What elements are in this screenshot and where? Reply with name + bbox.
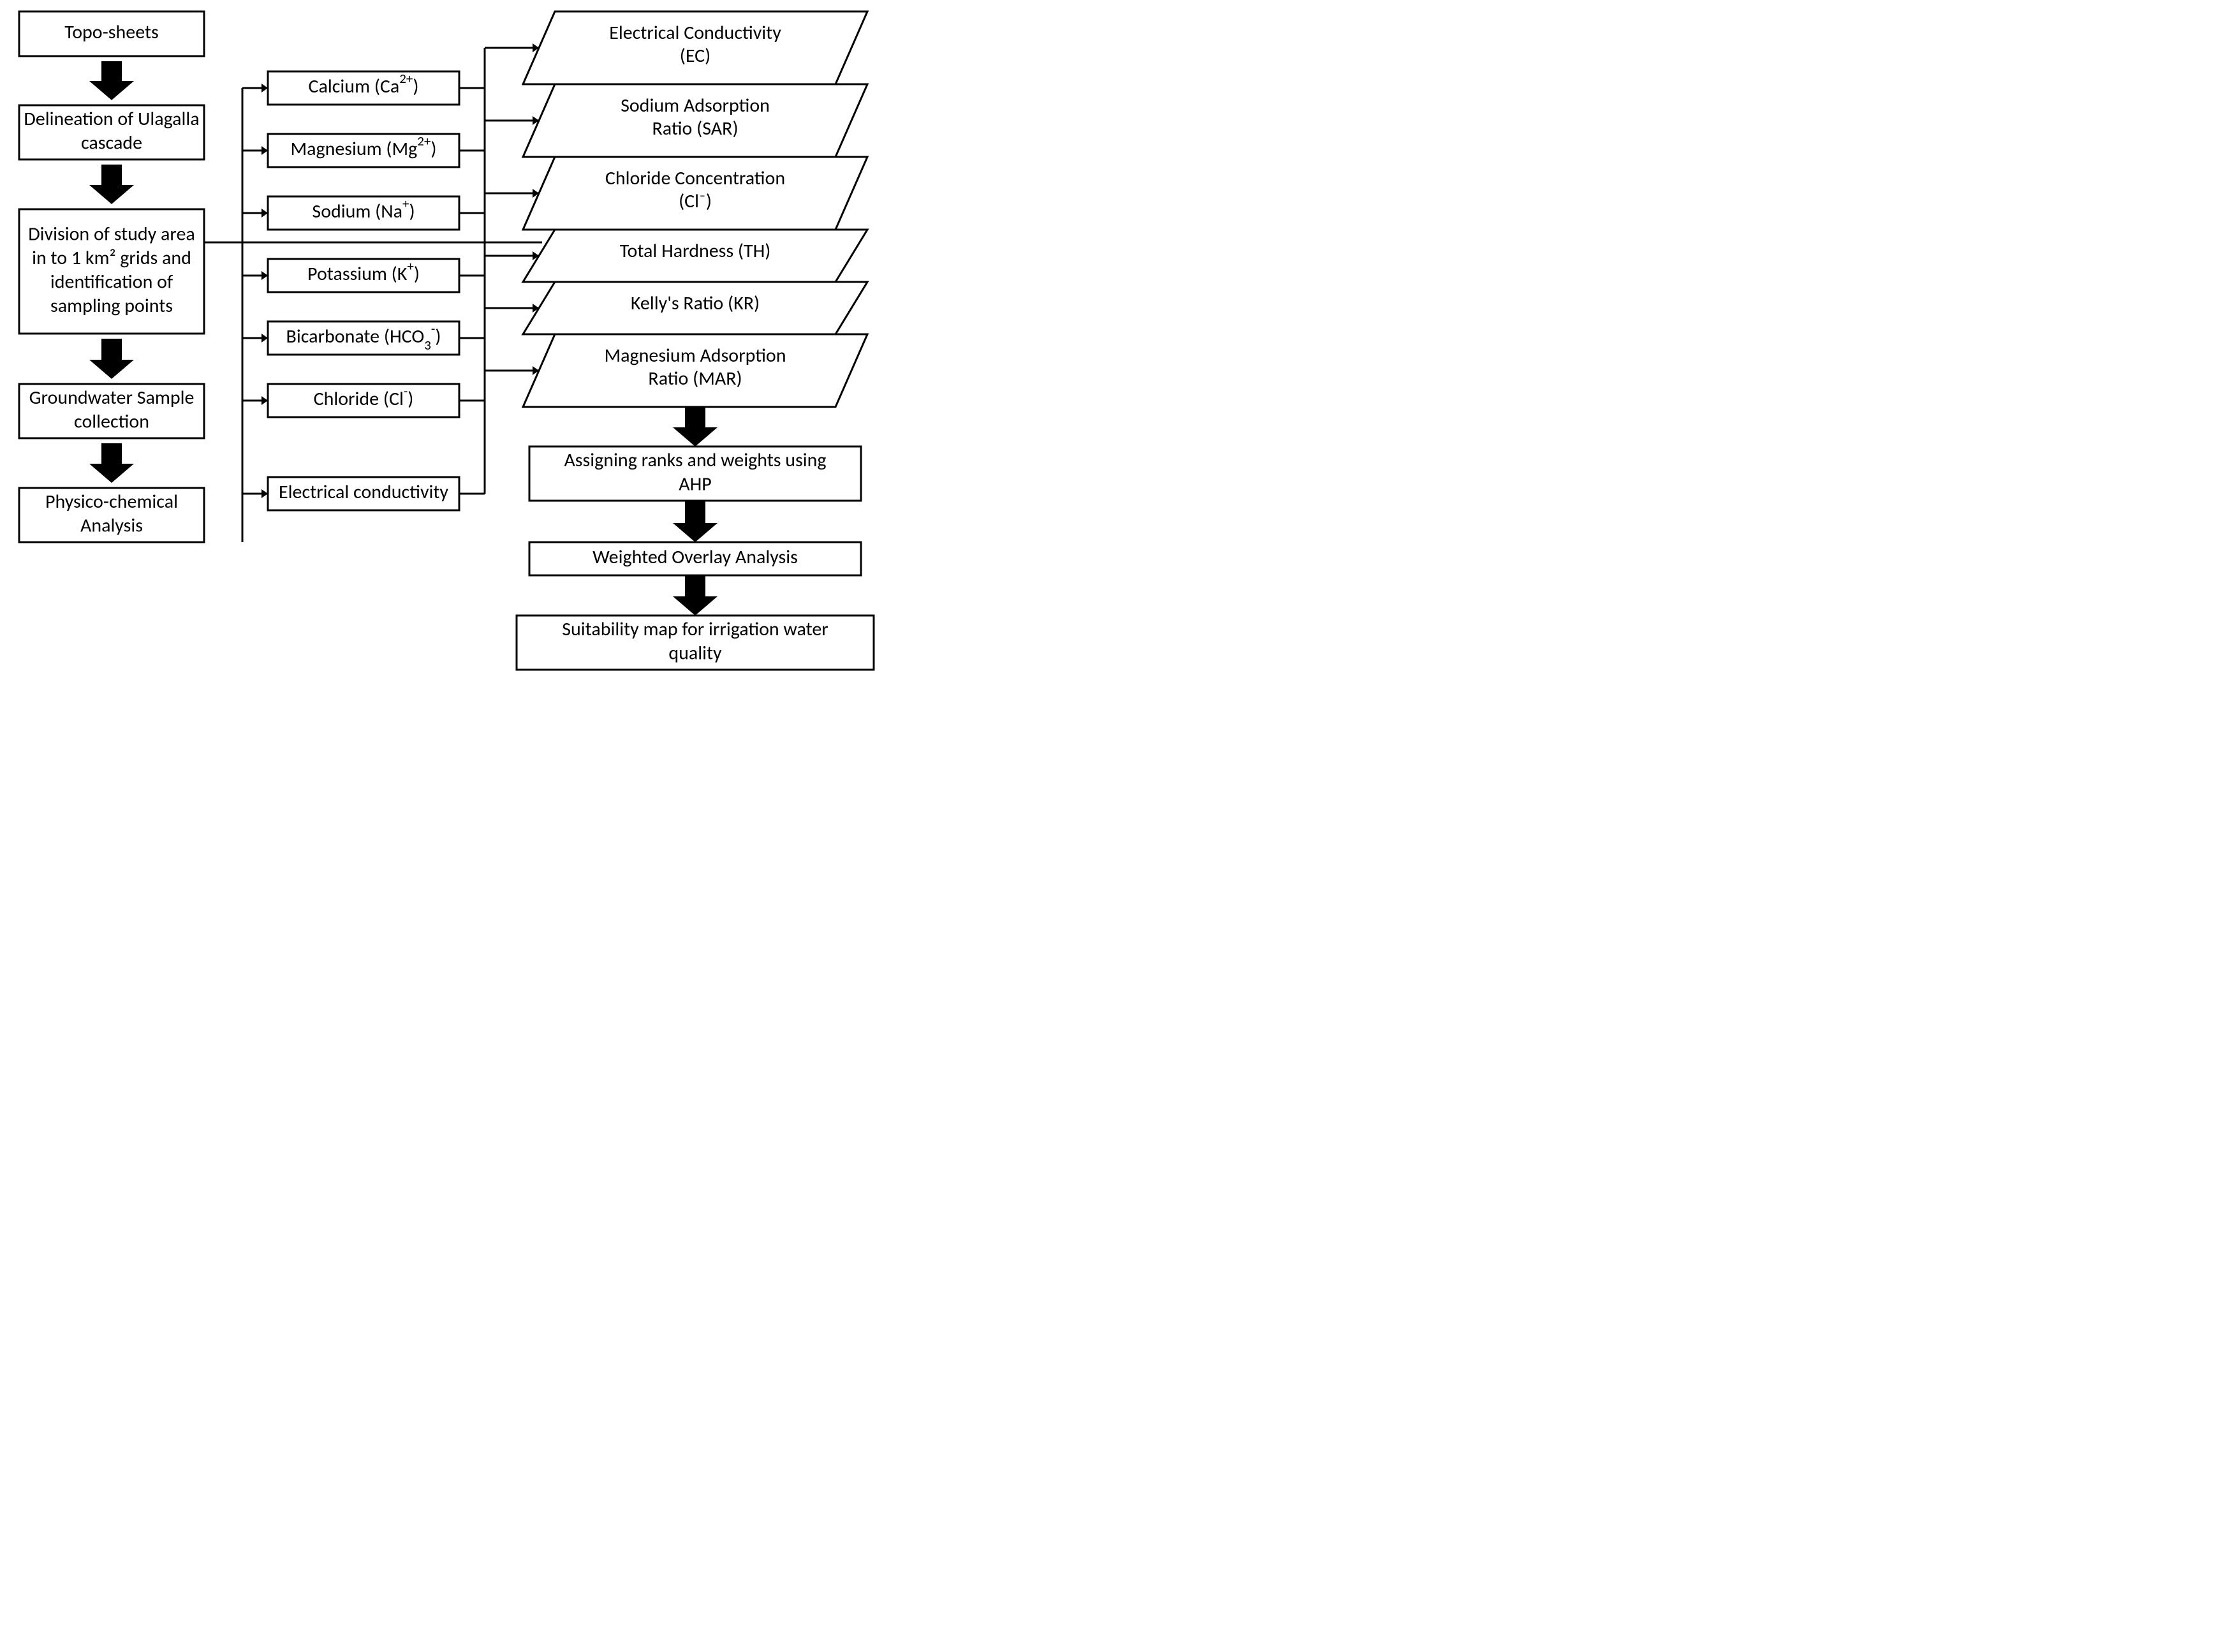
box-mg-label: Magnesium (Mg2+) [290,133,436,161]
box-division-label: sampling points [50,294,173,318]
layer-clc-label: Chloride Concentration [605,166,785,190]
box-delineation-label: Delineation of Ulagalla [24,107,199,131]
layer-mar-label: Magnesium Adsorption [604,344,786,367]
down-arrow-icon [673,501,717,542]
box-overlay-label: Weighted Overlay Analysis [592,545,798,569]
box-physico-label: Analysis [80,513,143,537]
layer-ec-label: Electrical Conductivity [609,21,781,45]
box-division-label: identification of [50,270,173,293]
box-suit-label: Suitability map for irrigation water [562,617,828,641]
box-ahp-label: AHP [679,472,712,496]
layer-sar-label: Ratio (SAR) [652,117,738,140]
layer-th-label: Total Hardness (TH) [620,239,771,263]
box-collection-label: collection [74,409,149,433]
down-arrow-icon [89,61,134,100]
box-ec2-label: Electrical conductivity [279,480,448,504]
box-physico-label: Physico-chemical [45,490,178,513]
box-toposheets-label: Topo-sheets [64,20,159,44]
layer-ec-label: (EC) [680,44,711,68]
box-k-label: Potassium (K+) [307,258,420,286]
box-division-label: Division of study area [28,222,195,246]
down-arrow-icon [89,165,134,204]
layer-clc-label: (Cl⁻) [679,189,712,213]
down-arrow-icon [673,575,717,616]
flowchart-diagram: Topo-sheets Delineation of Ulagallacascad… [0,0,957,714]
box-division-label: in to 1 km² grids and [32,246,191,270]
down-arrow-icon [89,443,134,483]
layer-mar-label: Ratio (MAR) [648,367,742,390]
box-cl-label: Chloride (Cl-) [314,383,414,411]
down-arrow-icon [89,339,134,379]
box-collection-label: Groundwater Sample [29,386,195,409]
down-arrow-icon [673,407,717,446]
box-suit-label: quality [668,641,722,665]
box-ahp-label: Assigning ranks and weights using [564,448,826,472]
box-na-label: Sodium (Na+) [312,195,415,223]
layer-kr-label: Kelly's Ratio (KR) [631,291,760,315]
box-delineation-label: cascade [81,131,142,154]
layer-sar-label: Sodium Adsorption [621,94,770,117]
